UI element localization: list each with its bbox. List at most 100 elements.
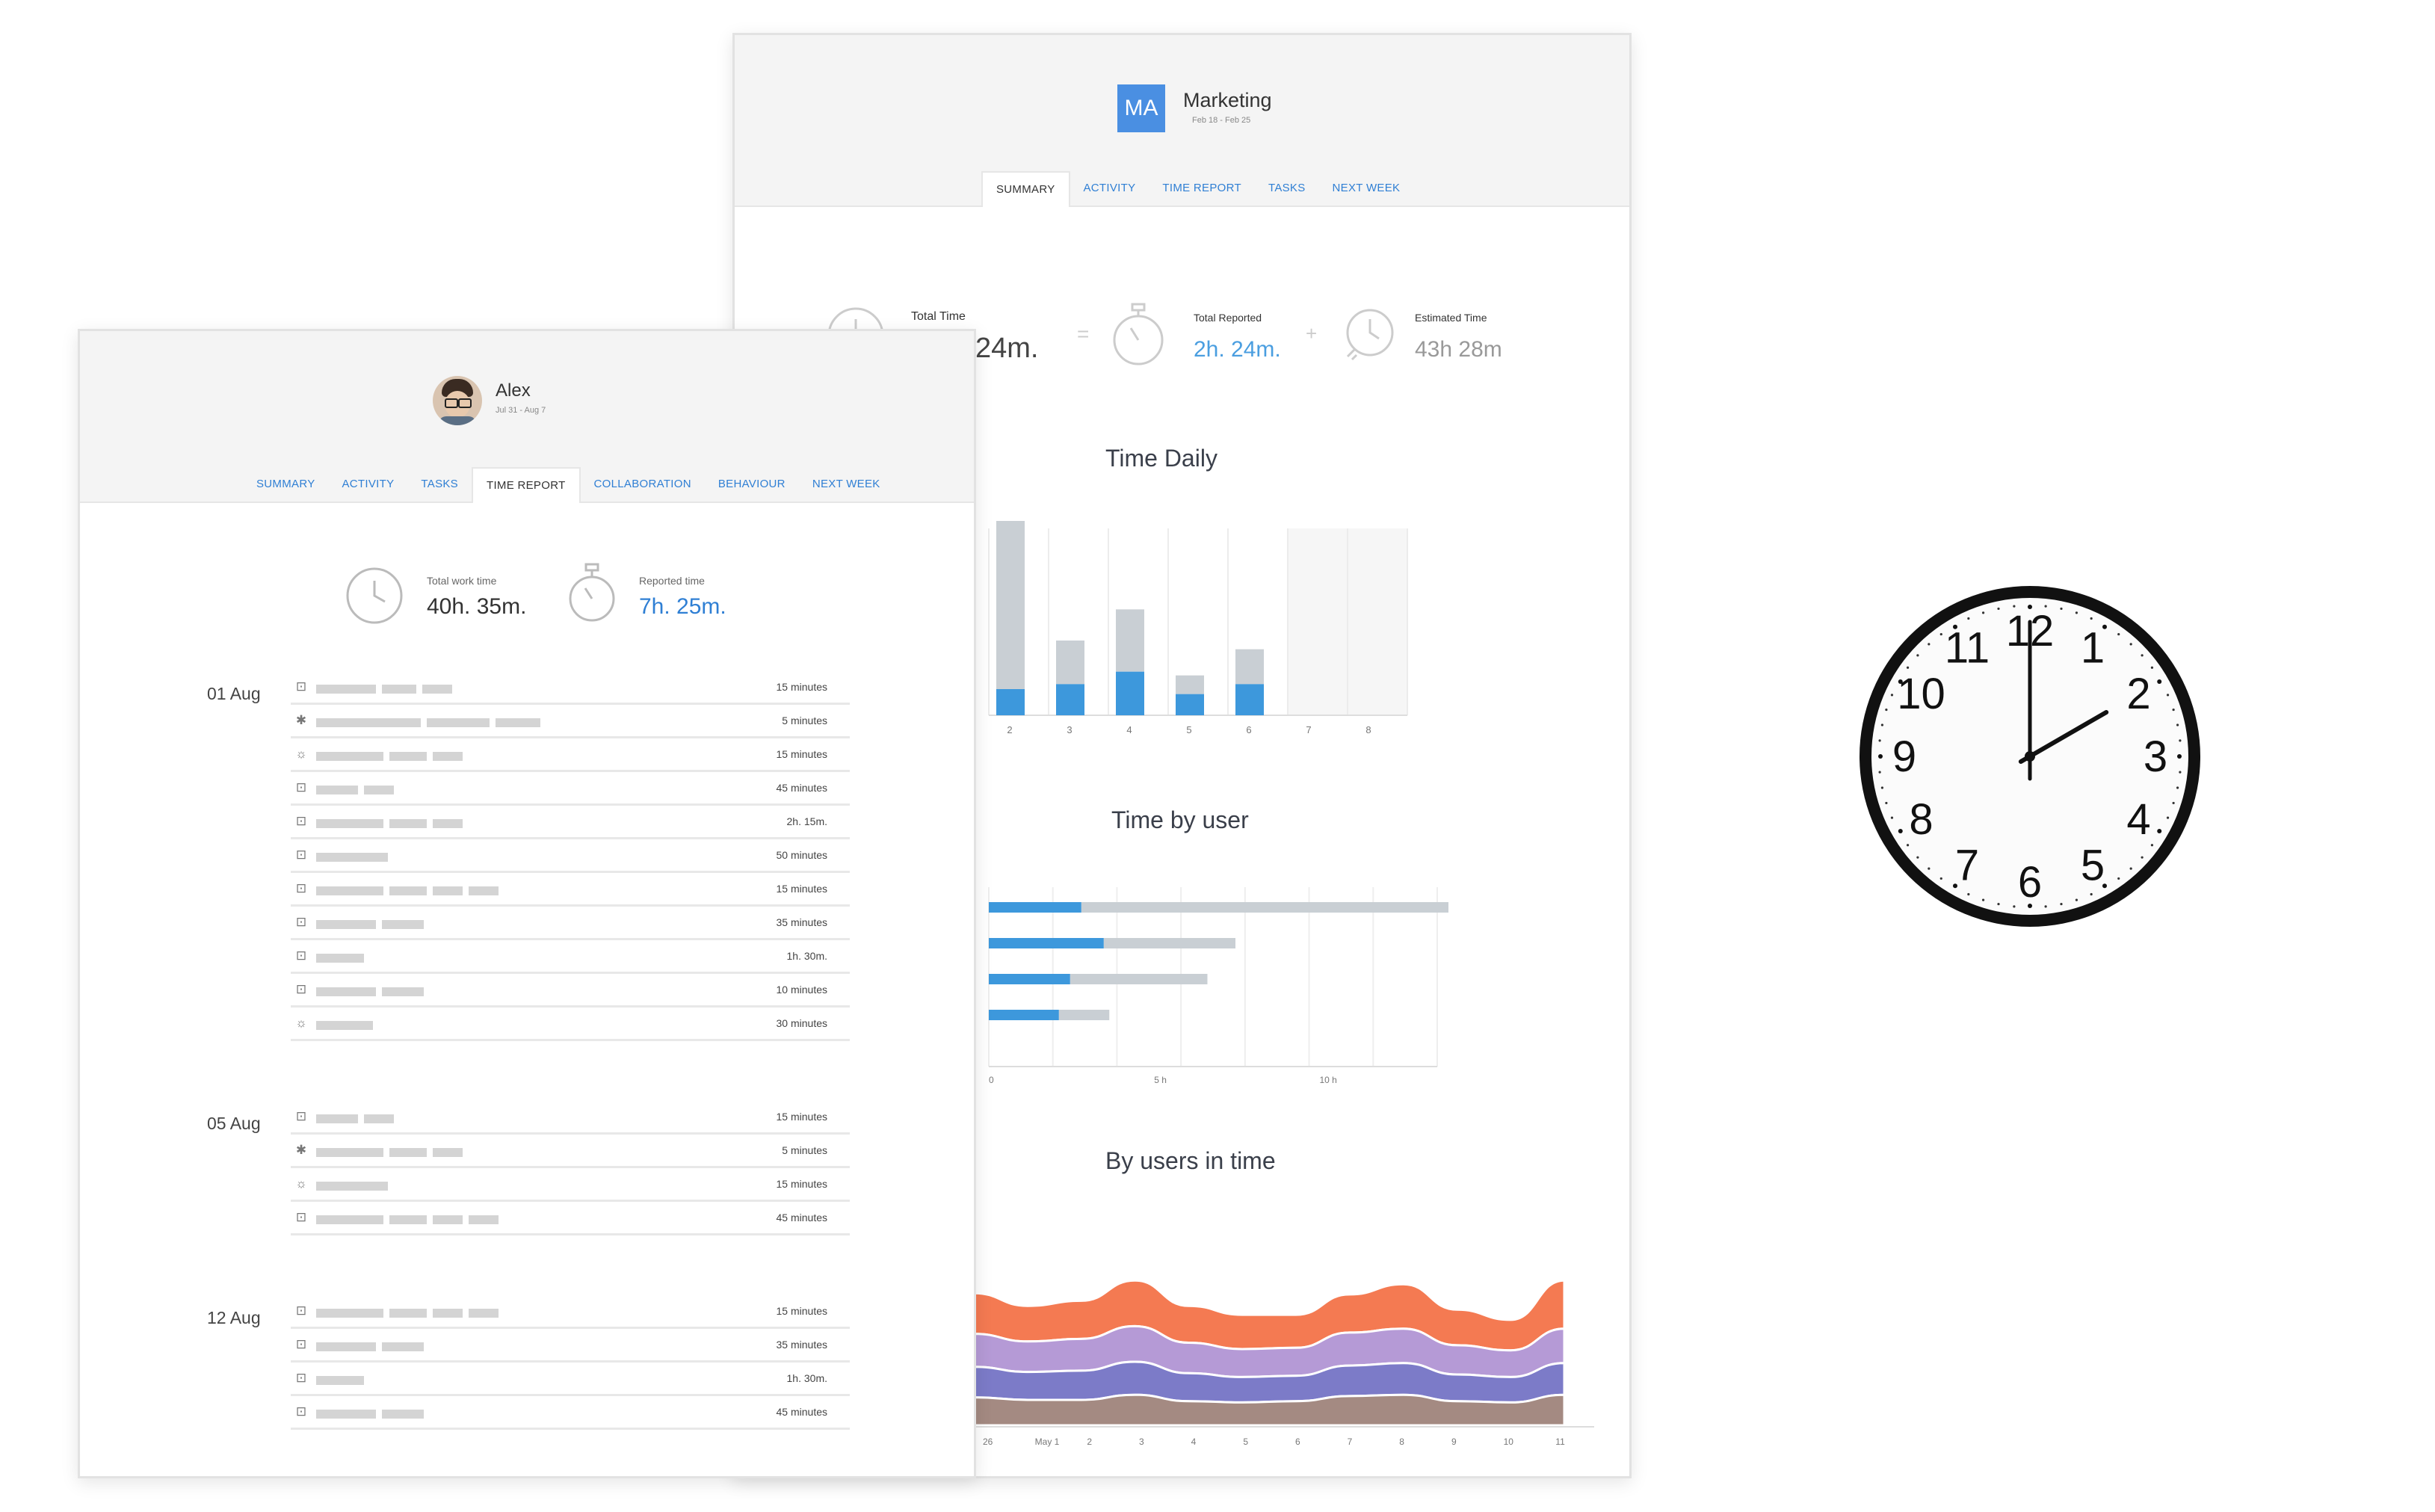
- reported-time-value: 7h. 25m.: [639, 594, 726, 619]
- list-item[interactable]: ⊡ 15 minutes: [291, 1296, 850, 1329]
- item-duration: 15 minutes: [776, 1111, 827, 1123]
- minute-tick: [1967, 617, 1970, 620]
- bar-reported: [989, 938, 1104, 948]
- redacted-task-name: [316, 1407, 430, 1421]
- time-daily-title: Time Daily: [1105, 445, 1218, 472]
- item-duration: 2h. 15m.: [786, 815, 827, 827]
- tab-time-report[interactable]: TIME REPORT: [472, 467, 581, 503]
- redacted-task-name: [316, 918, 430, 931]
- bar-reported: [1235, 684, 1264, 715]
- tab-tasks[interactable]: TASKS: [421, 478, 458, 490]
- list-item[interactable]: ☼ 15 minutes: [291, 739, 850, 772]
- minute-tick: [2179, 739, 2182, 742]
- list-item[interactable]: ⊡ 45 minutes: [291, 1203, 850, 1235]
- list-item[interactable]: ✱ 5 minutes: [291, 1135, 850, 1168]
- minute-tick: [2075, 611, 2078, 614]
- bar-reported: [1116, 671, 1144, 715]
- minute-tick: [1967, 892, 1970, 896]
- tab-collaboration[interactable]: COLLABORATION: [593, 478, 691, 490]
- hour-tick: [2102, 883, 2107, 889]
- list-item[interactable]: ⊡ 1h. 30m.: [291, 941, 850, 974]
- tab-tasks[interactable]: TASKS: [1268, 182, 1306, 194]
- bar-reported: [989, 1010, 1059, 1020]
- list-item[interactable]: ⊡ 35 minutes: [291, 1330, 850, 1363]
- minute-tick: [1981, 898, 1985, 901]
- item-duration: 15 minutes: [776, 748, 827, 760]
- alex-report-card: Alex Jul 31 - Aug 7 SUMMARY ACTIVITY TASKS…: [78, 329, 976, 1478]
- x-tick-label: 8: [1399, 1437, 1404, 1447]
- x-tick-label: 26: [983, 1437, 993, 1447]
- item-duration: 30 minutes: [776, 1017, 827, 1029]
- minute-tick: [1906, 666, 1910, 669]
- minute-tick: [1939, 877, 1942, 880]
- list-item[interactable]: ⊡ 50 minutes: [291, 840, 850, 873]
- clock-numeral: 9: [1892, 732, 1916, 781]
- item-duration: 15 minutes: [776, 681, 827, 693]
- minute-tick: [1981, 611, 1985, 614]
- hour-hand: [2018, 710, 2109, 764]
- tab-time-report[interactable]: TIME REPORT: [1162, 182, 1241, 194]
- plus-sign: +: [1306, 322, 1318, 345]
- bar-other: [1056, 641, 1084, 685]
- clock-numeral: 8: [1909, 795, 1933, 844]
- list-item[interactable]: ⊡ 1h. 30m.: [291, 1363, 850, 1396]
- list-item[interactable]: ⊡ 15 minutes: [291, 672, 850, 705]
- hour-tick: [2102, 624, 2107, 629]
- bar-other: [1081, 902, 1448, 913]
- bar-reported: [989, 902, 1081, 913]
- bar-reported: [996, 689, 1025, 715]
- minute-tick: [2141, 856, 2144, 859]
- bulb-icon: ☼: [295, 747, 307, 761]
- x-tick-label: 10 h: [1320, 1075, 1337, 1085]
- minute-tick: [2044, 905, 2047, 908]
- hour-tick: [2028, 605, 2032, 609]
- list-item[interactable]: ⊡ 35 minutes: [291, 907, 850, 940]
- item-duration: 50 minutes: [776, 849, 827, 861]
- tab-next-week[interactable]: NEXT WEEK: [1332, 182, 1401, 194]
- list-item[interactable]: ⊡ 15 minutes: [291, 1102, 850, 1135]
- list-item[interactable]: ⊡ 15 minutes: [291, 874, 850, 907]
- list-item[interactable]: ⊡ 45 minutes: [291, 1397, 850, 1430]
- x-tick-label: 3: [1067, 724, 1072, 735]
- minute-tick: [1890, 816, 1894, 819]
- minute-tick: [2090, 892, 2093, 896]
- bar-reported: [989, 974, 1070, 984]
- marketing-tabs: SUMMARY ACTIVITY TIME REPORT TASKS NEXT WEEK: [981, 171, 1413, 207]
- tab-activity[interactable]: ACTIVITY: [1083, 182, 1136, 194]
- tab-activity[interactable]: ACTIVITY: [342, 478, 395, 490]
- avatar: [433, 376, 482, 425]
- item-duration: 5 minutes: [782, 1144, 827, 1156]
- minute-tick: [2179, 771, 2182, 774]
- hour-tick: [2157, 829, 2162, 833]
- time-daily-chart: 2 3 4 5 6 7 8: [988, 521, 1408, 735]
- minute-tick: [2150, 844, 2154, 847]
- briefcase-icon: ⊡: [295, 1210, 307, 1224]
- redacted-task-name: [316, 716, 546, 729]
- redacted-task-name: [316, 817, 469, 830]
- list-item[interactable]: ☼ 30 minutes: [291, 1008, 850, 1041]
- list-item[interactable]: ✱ 5 minutes: [291, 706, 850, 738]
- tab-behaviour[interactable]: BEHAVIOUR: [717, 478, 786, 490]
- redacted-task-name: [316, 951, 370, 965]
- list-item[interactable]: ☼ 15 minutes: [291, 1169, 850, 1202]
- clock-numeral: 5: [2081, 841, 2105, 889]
- list-item[interactable]: ⊡ 45 minutes: [291, 773, 850, 806]
- marketing-dates: Feb 18 - Feb 25: [1192, 116, 1251, 125]
- reported-time-label: Reported time: [639, 575, 705, 587]
- minute-tick: [1878, 771, 1881, 774]
- marketing-title: Marketing: [1183, 89, 1272, 111]
- bar-other: [1116, 609, 1144, 672]
- x-tick-label: 5 h: [1154, 1075, 1167, 1085]
- list-item[interactable]: ⊡ 10 minutes: [291, 975, 850, 1008]
- list-item[interactable]: ⊡ 2h. 15m.: [291, 806, 850, 839]
- redacted-task-name: [316, 1019, 379, 1032]
- estimated-time-value: 43h 28m: [1415, 337, 1502, 362]
- tab-summary[interactable]: SUMMARY: [256, 478, 315, 490]
- tab-summary[interactable]: SUMMARY: [981, 171, 1070, 207]
- x-tick-label: 6: [1295, 1437, 1300, 1447]
- tab-next-week[interactable]: NEXT WEEK: [812, 478, 880, 490]
- clock-outline-icon: [346, 567, 403, 624]
- x-tick-label: 5: [1186, 724, 1191, 735]
- briefcase-icon: ⊡: [295, 881, 307, 895]
